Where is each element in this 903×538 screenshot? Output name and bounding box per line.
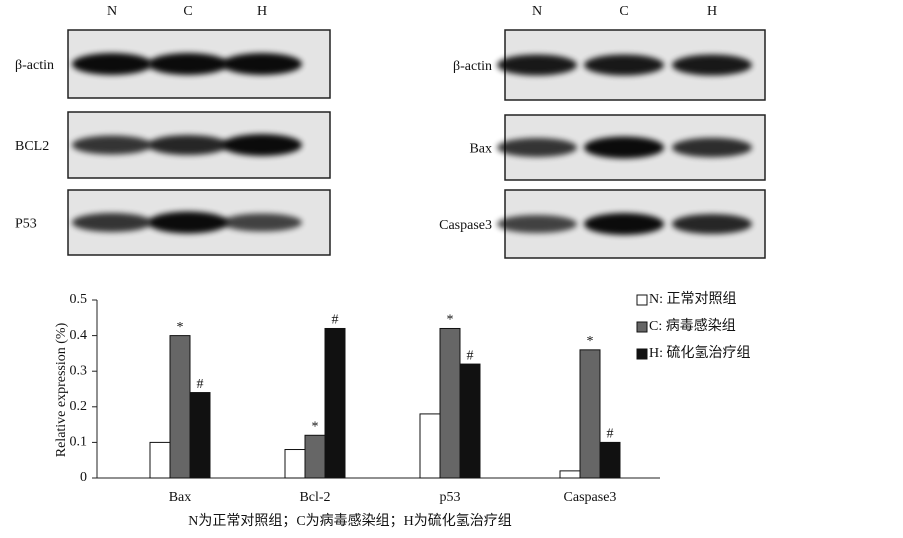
row-label: BCL2 (15, 139, 49, 154)
row-label: Caspase3 (439, 218, 492, 233)
blot-band (72, 53, 152, 75)
blot-band (148, 135, 228, 155)
blot-band (222, 53, 302, 75)
blot-band (584, 54, 664, 76)
lane-label: C (619, 4, 628, 19)
lane-label: H (707, 4, 717, 19)
bar-annotation: # (332, 313, 339, 328)
legend-label: N: 正常对照组 (649, 291, 737, 307)
y-tick-label: 0 (80, 470, 87, 485)
blot-band (148, 211, 228, 234)
blot-band (222, 213, 302, 232)
blot-band (72, 213, 152, 232)
x-tick-label: Bax (169, 490, 192, 505)
blot-band (148, 53, 228, 75)
legend-swatch (636, 294, 648, 306)
blot-band (672, 214, 752, 234)
legend-swatch (636, 348, 648, 360)
bar-annotation: * (587, 334, 594, 349)
bar (149, 441, 171, 479)
row-label: P53 (15, 217, 37, 232)
bar (439, 327, 461, 479)
bar-annotation: # (467, 348, 474, 363)
lane-label: N (532, 4, 542, 19)
bar (559, 470, 581, 479)
blot-band (222, 134, 302, 156)
legend-label: H: 硫化氢治疗组 (649, 345, 751, 361)
bar (169, 335, 191, 479)
blot-band (497, 138, 577, 157)
y-tick-label: 0.2 (70, 399, 88, 414)
row-label: β-actin (453, 59, 492, 74)
y-tick-label: 0.5 (70, 292, 88, 307)
bar-annotation: * (447, 313, 454, 328)
blot-band (672, 137, 752, 158)
bar-annotation: # (607, 427, 614, 442)
blot-band (584, 136, 664, 159)
bar (284, 449, 306, 479)
legend-swatch (636, 321, 648, 333)
x-tick-label: p53 (440, 490, 461, 505)
lane-label: N (107, 4, 117, 19)
row-label: β-actin (15, 58, 54, 73)
bar (579, 349, 601, 479)
bar-annotation: * (177, 320, 184, 335)
legend-label: C: 病毒感染组 (649, 317, 736, 334)
bar (304, 434, 326, 479)
y-tick-label: 0.3 (70, 363, 88, 378)
caption: N为正常对照组；C为病毒感染组；H为硫化氢治疗组 (188, 512, 512, 529)
y-tick-label: 0.1 (70, 435, 88, 450)
y-axis-label: Relative expression (%) (54, 322, 69, 457)
bar (459, 363, 481, 479)
blot-band (497, 54, 577, 76)
blot-band (72, 135, 152, 155)
bar (419, 413, 441, 479)
y-tick-label: 0.4 (70, 328, 88, 343)
bar (189, 392, 211, 479)
x-tick-label: Bcl-2 (299, 490, 330, 505)
blot-band (584, 213, 664, 235)
blot-band (497, 215, 577, 233)
bar-annotation: # (197, 377, 204, 392)
x-tick-label: Caspase3 (564, 490, 617, 505)
blot-band (672, 54, 752, 76)
lane-label: H (257, 4, 267, 19)
bar (599, 441, 621, 479)
lane-label: C (183, 4, 192, 19)
bar-annotation: * (312, 419, 319, 434)
row-label: Bax (469, 142, 492, 157)
bar (324, 327, 346, 479)
